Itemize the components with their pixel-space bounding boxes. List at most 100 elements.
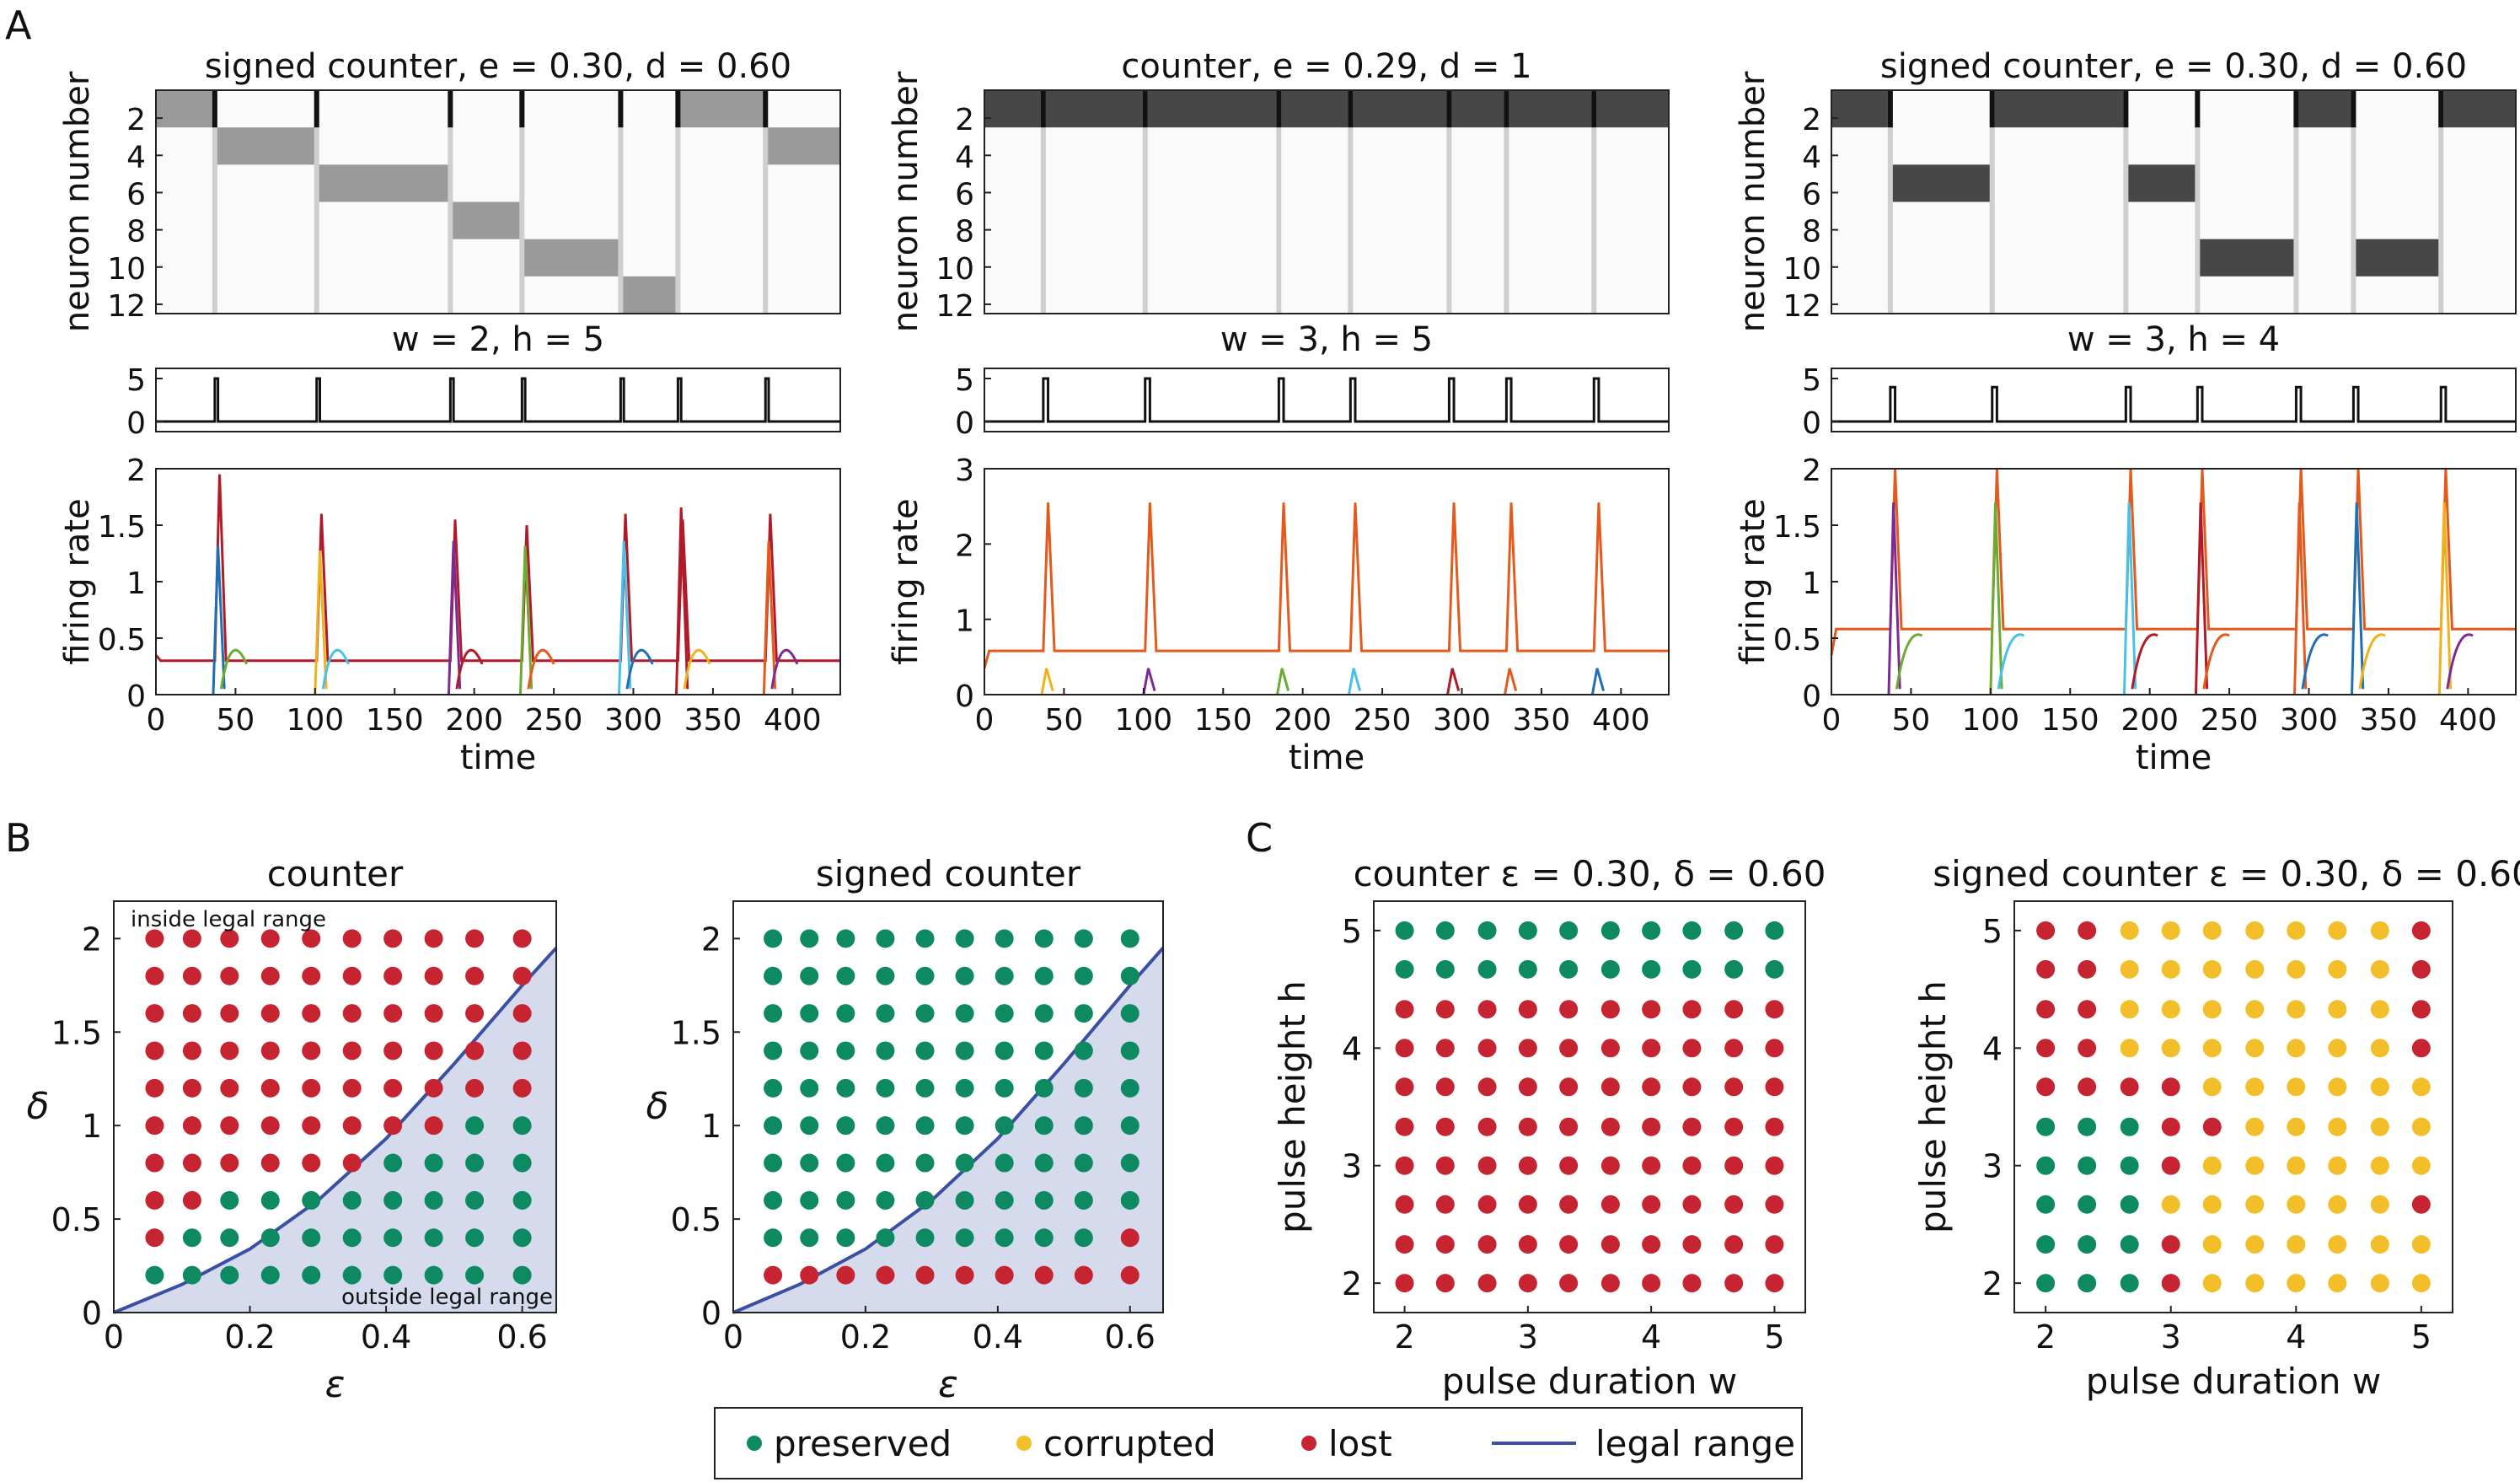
data-point [955,1228,974,1248]
data-point [1477,959,1497,979]
data-point [2245,1195,2265,1214]
data-point [383,1041,403,1060]
data-point [465,1228,485,1248]
grid-frame [732,900,1164,1313]
data-point [995,966,1014,985]
data-point [383,1265,403,1285]
data-point [2328,1156,2347,1175]
data-point [383,966,403,985]
data-point [2245,1156,2265,1175]
data-point [955,929,974,948]
heatmap-pulse-stripe [2123,90,2129,314]
heatmap-pulse-mark [618,90,624,128]
grid-frame [2013,900,2453,1313]
heatmap-activity-block [1890,164,1992,202]
data-point [383,929,403,948]
data-point [800,929,819,948]
data-point [1682,1235,1702,1254]
grid-ytick-label: 0 [82,1295,102,1332]
heatmap-ytick-label: 2 [1802,103,1821,137]
data-point [2411,1235,2431,1254]
data-point [2161,921,2180,940]
data-point [1074,1153,1093,1173]
data-point [260,929,280,948]
data-point [2036,959,2056,979]
data-point [2036,1235,2056,1254]
heatmap-activity-block [2197,239,2297,277]
data-point [2328,1195,2347,1214]
heatmap-frame [155,89,841,314]
rate-recovery-trace [2446,633,2474,690]
rate-xtick-label: 400 [2439,703,2497,738]
grid-xtick-label: 0.2 [224,1318,275,1356]
data-point [2036,1000,2056,1019]
data-point [1765,1039,1784,1058]
data-point [145,1078,164,1098]
rate-xtick-label: 0 [147,703,166,738]
pulse-plot: 05 [1802,363,2517,441]
panel-label-b: B [5,815,32,861]
grid-xtick-label: 3 [1518,1318,1538,1356]
data-point [383,1153,403,1173]
data-point [1765,921,1784,940]
data-point [1682,1117,1702,1136]
data-point [182,929,201,948]
data-point [302,966,321,985]
grid-ylabel: pulse height h [1912,980,1954,1233]
rate-spike [2293,502,2308,695]
data-point [1477,921,1497,940]
grid-xtick-label: 3 [2161,1318,2181,1356]
heatmap-ytick-label: 4 [1802,140,1821,175]
heatmap-pulse-stripe [212,90,217,314]
data-point [2202,1156,2222,1175]
annotation-outside: outside legal range [341,1285,553,1310]
data-point [342,1078,362,1098]
data-point [1435,1274,1455,1293]
heatmap-pulse-mark [519,90,525,128]
rate-spike [1989,502,2003,695]
data-point [1600,1039,1620,1058]
data-point [2411,1156,2431,1175]
data-point [465,1190,485,1210]
data-point [2161,1077,2180,1097]
data-point [2120,1039,2139,1058]
data-point [1034,1228,1054,1248]
grid-ytick-label: 0.5 [671,1201,721,1238]
grid-xlabel: pulse duration w [1442,1361,1737,1402]
data-point [302,1116,321,1136]
rate-spike [212,545,226,695]
rate-xtick-label: 150 [366,703,424,738]
data-point [2036,1039,2056,1058]
data-point [2120,1077,2139,1097]
data-point [764,1116,783,1136]
rate-xtick-label: 250 [2201,703,2259,738]
firing-rate-plot: 0 0.5 1 1.5 2 firing rate 0 50 100 150 200 250 300 35… [1734,454,2517,777]
heatmap-title: signed counter, e = 0.30, d = 0.60 [1880,47,2467,86]
rate-ylabel: firing rate [58,498,97,664]
heatmap-pulse-stripe [1276,90,1282,314]
data-point [260,1153,280,1173]
data-point [1724,1039,1744,1058]
data-point [220,929,239,948]
data-point [1435,1156,1455,1175]
data-point [383,1116,403,1136]
data-point [1518,1039,1537,1058]
data-point [1642,959,1661,979]
data-point [2370,1195,2389,1214]
data-point [1559,921,1579,940]
data-point [2120,921,2139,940]
data-point [260,1116,280,1136]
data-point [2078,1274,2097,1293]
data-point [800,1228,819,1248]
pulse-plot: 05 [126,363,841,441]
rate-ytick-label: 3 [955,454,974,488]
legend-lost-label: lost [1328,1423,1392,1464]
data-point [465,1265,485,1285]
grid-ytick-label: 2 [701,921,721,958]
grid-xtick-label: 0.2 [840,1318,891,1356]
heatmap-pulse-stripe [1989,90,1995,314]
data-point [2202,1117,2222,1136]
data-point [915,966,935,985]
rate-xtick-label: 300 [2280,703,2338,738]
